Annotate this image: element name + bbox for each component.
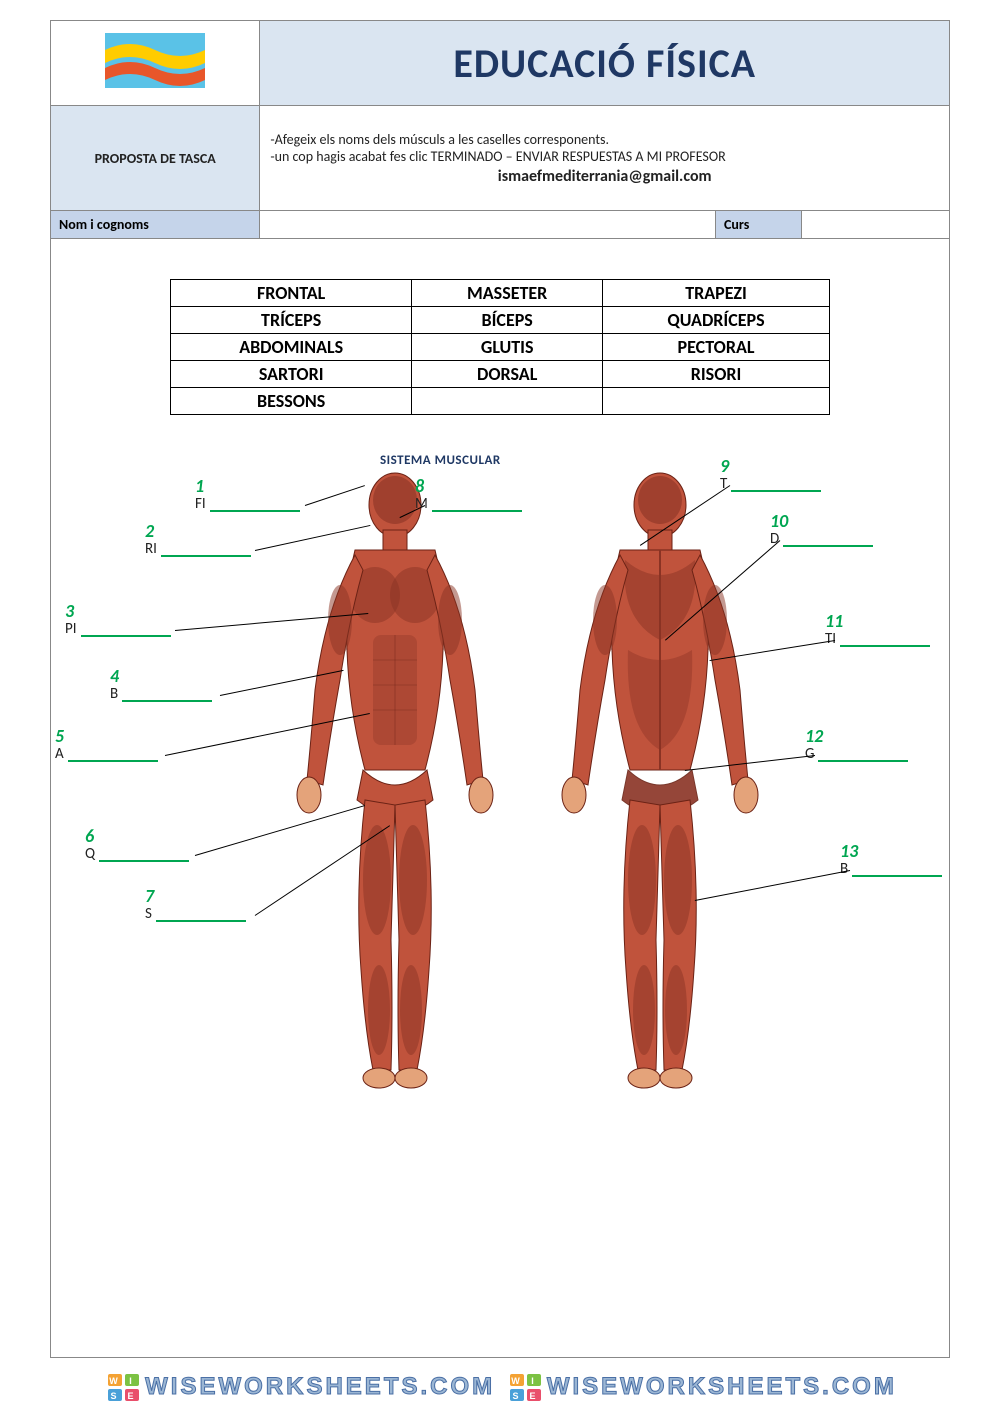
label-hint: S xyxy=(145,905,152,923)
page-title: EDUCACIÓ FÍSICA xyxy=(260,21,950,106)
label-hint: Q xyxy=(85,845,95,863)
muscle-label-12: 12G xyxy=(805,725,908,763)
worksheet-page: EDUCACIÓ FÍSICA PROPOSTA DE TASCA -Afege… xyxy=(50,20,950,1265)
answer-blank[interactable] xyxy=(210,496,300,512)
label-number: 2 xyxy=(145,520,251,542)
answer-blank[interactable] xyxy=(818,746,908,762)
logo-cell xyxy=(51,21,260,106)
answer-blank[interactable] xyxy=(81,621,171,637)
label-number: 12 xyxy=(805,725,908,747)
answer-blank[interactable] xyxy=(156,906,246,922)
page-border-right xyxy=(949,20,950,1358)
muscle-label-2: 2RI xyxy=(145,520,251,558)
muscle-label-4: 4B xyxy=(110,665,212,703)
label-hint: G xyxy=(805,745,814,763)
muscle-label-8: 8M xyxy=(415,475,522,513)
svg-text:E: E xyxy=(128,1391,137,1401)
label-number: 11 xyxy=(825,610,930,632)
label-number: 13 xyxy=(840,840,942,862)
answer-blank[interactable] xyxy=(68,746,158,762)
wordbank-cell: SARTORI xyxy=(171,361,412,388)
page-border-left xyxy=(50,20,51,1358)
watermark-text: WISEWORKSHEETS.COM xyxy=(547,1373,897,1401)
course-input[interactable] xyxy=(802,211,950,239)
proposta-label: PROPOSTA DE TASCA xyxy=(51,106,260,211)
label-number: 6 xyxy=(85,825,189,847)
answer-blank[interactable] xyxy=(161,541,251,557)
muscle-wordbank-table: FRONTALMASSETERTRAPEZI TRÍCEPSBÍCEPSQUADR… xyxy=(170,279,830,415)
body-back-icon xyxy=(550,470,770,1090)
wiseworksheets-logo-icon: W I S E xyxy=(107,1373,141,1403)
wordbank-cell: BÍCEPS xyxy=(412,307,603,334)
answer-blank[interactable] xyxy=(783,531,873,547)
svg-text:S: S xyxy=(111,1391,120,1401)
header-table: EDUCACIÓ FÍSICA PROPOSTA DE TASCA -Afege… xyxy=(50,20,950,239)
wordbank-cell: PECTORAL xyxy=(603,334,830,361)
muscle-label-13: 13B xyxy=(840,840,942,878)
wordbank-cell: TRÍCEPS xyxy=(171,307,412,334)
muscle-label-7: 7S xyxy=(145,885,246,923)
wordbank-cell: TRAPEZI xyxy=(603,280,830,307)
answer-blank[interactable] xyxy=(852,861,942,877)
wordbank-cell: ABDOMINALS xyxy=(171,334,412,361)
label-hint: FI xyxy=(195,495,206,513)
instruction-line-1: -Afegeix els noms dels músculs a les cas… xyxy=(270,131,939,148)
wordbank-cell xyxy=(603,388,830,415)
muscle-label-10: 10D xyxy=(770,510,873,548)
label-hint: PI xyxy=(65,620,77,638)
label-hint: M xyxy=(415,495,428,513)
name-label: Nom i cognoms xyxy=(51,211,260,239)
wordbank-cell: BESSONS xyxy=(171,388,412,415)
answer-blank[interactable] xyxy=(122,686,212,702)
muscle-label-6: 6Q xyxy=(85,825,189,863)
answer-blank[interactable] xyxy=(432,496,522,512)
label-number: 5 xyxy=(55,725,158,747)
label-hint: B xyxy=(110,685,118,703)
label-hint: RI xyxy=(145,540,157,558)
label-number: 7 xyxy=(145,885,246,907)
muscle-label-5: 5A xyxy=(55,725,158,763)
muscle-diagram: SISTEMA MUSCULAR xyxy=(50,445,950,1265)
teacher-email: ismaefmediterrania@gmail.com xyxy=(270,167,939,186)
muscle-label-3: 3PI xyxy=(65,600,171,638)
body-front-icon xyxy=(285,470,505,1090)
wordbank-cell xyxy=(412,388,603,415)
wordbank-cell: GLUTIS xyxy=(412,334,603,361)
answer-blank[interactable] xyxy=(840,631,930,647)
answer-blank[interactable] xyxy=(99,846,189,862)
svg-text:I: I xyxy=(129,1376,135,1386)
wordbank-cell: QUADRÍCEPS xyxy=(603,307,830,334)
course-label: Curs xyxy=(716,211,802,239)
svg-text:E: E xyxy=(529,1391,538,1401)
label-hint: B xyxy=(840,860,848,878)
label-number: 3 xyxy=(65,600,171,622)
name-input[interactable] xyxy=(260,211,716,239)
instruction-line-2: -un cop hagis acabat fes clic TERMINADO … xyxy=(270,148,939,165)
muscle-label-9: 9T xyxy=(720,455,821,493)
school-logo-icon xyxy=(100,28,210,93)
wordbank-cell: RISORI xyxy=(603,361,830,388)
wiseworksheets-logo-icon: W I S E xyxy=(509,1373,543,1403)
watermark-footer: W I S E WISEWORKSHEETS.COM W I S E WISEW… xyxy=(0,1373,1000,1403)
wordbank-cell: DORSAL xyxy=(412,361,603,388)
watermark-text: WISEWORKSHEETS.COM xyxy=(145,1373,495,1401)
diagram-title: SISTEMA MUSCULAR xyxy=(380,453,501,468)
muscle-label-11: 11TI xyxy=(825,610,930,648)
svg-text:S: S xyxy=(512,1391,521,1401)
wordbank-cell: FRONTAL xyxy=(171,280,412,307)
wordbank-cell: MASSETER xyxy=(412,280,603,307)
label-number: 8 xyxy=(415,475,522,497)
muscle-label-1: 1FI xyxy=(195,475,300,513)
svg-text:W: W xyxy=(109,1376,121,1386)
answer-blank[interactable] xyxy=(731,476,821,492)
label-number: 9 xyxy=(720,455,821,477)
svg-text:I: I xyxy=(531,1376,537,1386)
svg-text:W: W xyxy=(511,1376,523,1386)
label-hint: A xyxy=(55,745,64,763)
label-number: 4 xyxy=(110,665,212,687)
page-border-bottom xyxy=(50,1357,950,1358)
label-number: 10 xyxy=(770,510,873,532)
label-number: 1 xyxy=(195,475,300,497)
instructions-cell: -Afegeix els noms dels músculs a les cas… xyxy=(260,106,950,211)
